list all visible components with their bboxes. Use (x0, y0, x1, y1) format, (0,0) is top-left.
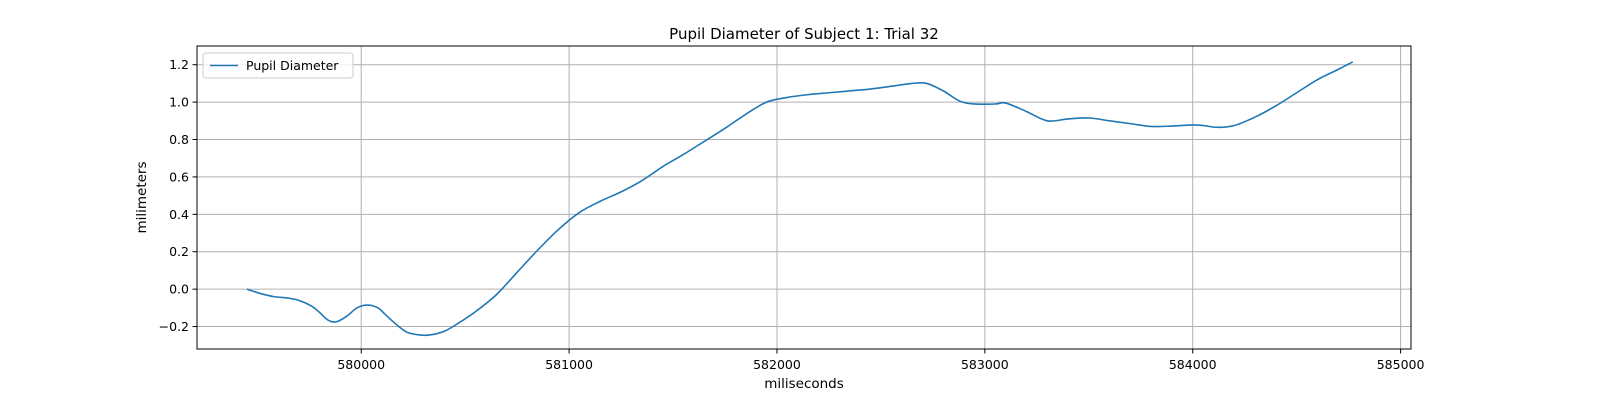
legend: Pupil Diameter (202, 52, 354, 79)
y-tick-label: 1.0 (169, 95, 189, 110)
x-tick-label: 585000 (1377, 357, 1425, 372)
y-tick-label: −0.2 (159, 319, 189, 334)
y-tick-label: 1.2 (169, 57, 189, 72)
chart-title: Pupil Diameter of Subject 1: Trial 32 (669, 25, 939, 43)
x-tick-label: 584000 (1169, 357, 1217, 372)
y-axis-label: milimeters (134, 161, 150, 233)
plot-frame (196, 45, 1412, 350)
x-tick-label: 583000 (961, 357, 1009, 372)
y-tick-label: 0.0 (169, 282, 189, 297)
y-tick-label: 0.6 (169, 169, 189, 184)
ticks: 580000 581000 582000 583000 584000 585000 −0.2… (159, 57, 1425, 372)
x-tick-label: 581000 (545, 357, 593, 372)
y-tick-label: 0.2 (169, 244, 189, 259)
x-tick-label: 580000 (337, 357, 385, 372)
legend-label: Pupil Diameter (246, 58, 339, 73)
y-tick-label: 0.4 (169, 207, 189, 222)
series-line-pupil-diameter (246, 61, 1354, 337)
grid (197, 46, 1411, 349)
y-tick-label: 0.8 (169, 132, 189, 147)
x-axis-label: miliseconds (764, 376, 844, 392)
x-tick-label: 582000 (753, 357, 801, 372)
legend-box (202, 52, 354, 79)
